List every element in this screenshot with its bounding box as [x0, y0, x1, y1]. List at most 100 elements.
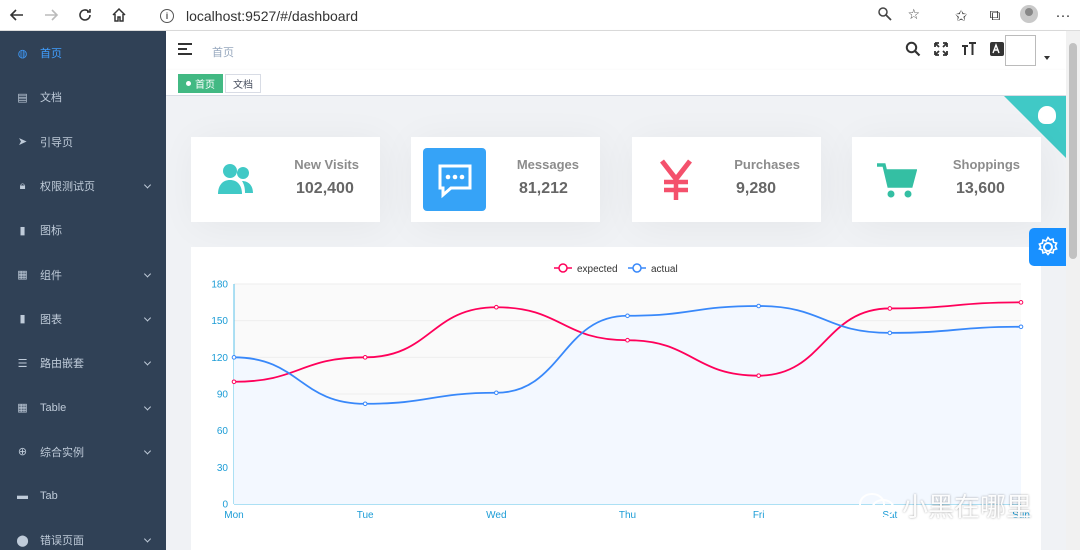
address-bar[interactable]: i localhost:9527/#/dashboard ☆: [150, 3, 930, 28]
data-point-actual: [494, 390, 499, 396]
search-icon[interactable]: [904, 40, 922, 58]
page-scrollbar[interactable]: [1066, 31, 1080, 550]
document-icon: ▤: [17, 91, 28, 104]
tags-view: 首页 文档: [166, 70, 1066, 96]
sidebar: ◍ 首页 ▤ 文档 ➤ 引导页 🔒︎ 权限测试页 ▮ 图标 ▦ 组件 ▮ 图表 ☰ 路由嵌套 ▦ Table ⊕ 综合…: [0, 31, 166, 550]
panel-label: Purchases: [734, 157, 800, 172]
data-point-expected: [756, 373, 761, 378]
chevron-down-icon: [143, 535, 152, 543]
navbar: 首页: [166, 31, 1066, 70]
settings-button[interactable]: [1029, 228, 1066, 266]
scrollbar-thumb[interactable]: [1069, 43, 1077, 259]
github-octocat-icon[interactable]: [1038, 106, 1056, 124]
star-icon[interactable]: ☆: [907, 6, 920, 22]
chevron-down-icon: [143, 402, 152, 411]
panel-label: Shoppings: [952, 157, 1020, 172]
panel-value: 102,400: [296, 180, 354, 197]
sidebar-item-5[interactable]: ▦ 组件: [0, 252, 166, 296]
sidebar-item-1[interactable]: ▤ 文档: [0, 75, 166, 119]
tag-dashboard[interactable]: 首页: [178, 74, 223, 93]
panel-new-visits[interactable]: New Visits 102,400: [191, 137, 380, 222]
sidebar-item-7[interactable]: ☰ 路由嵌套: [0, 341, 166, 385]
more-menu-icon[interactable]: ···: [1055, 7, 1071, 24]
sidebar-item-label: 文档: [40, 92, 62, 105]
sidebar-item-label: 首页: [40, 48, 62, 61]
panel-label: Messages: [516, 157, 579, 172]
404-icon: ⬤: [16, 534, 29, 547]
data-point-actual: [1018, 324, 1024, 330]
example-icon: ⊕: [17, 446, 28, 459]
language-icon[interactable]: [988, 40, 1006, 58]
chevron-down-icon: [143, 181, 152, 189]
dashboard-icon: ◍: [17, 47, 28, 60]
panel-purchases[interactable]: Purchases 9,280: [632, 137, 821, 222]
chevron-down-icon: [143, 270, 152, 278]
legend-label: actual: [651, 264, 678, 275]
sidebar-item-label: 引导页: [40, 136, 73, 149]
y-tick-label: 60: [217, 426, 229, 437]
peoples-icon: [203, 148, 266, 211]
sidebar-item-label: 图标: [40, 225, 62, 238]
data-point-expected: [887, 306, 893, 311]
legend-label: expected: [577, 264, 618, 275]
sidebar-item-6[interactable]: ▮ 图表: [0, 297, 166, 341]
caret-down-icon[interactable]: [1044, 56, 1050, 60]
size-icon[interactable]: [960, 40, 978, 58]
sidebar-item-3[interactable]: 🔒︎ 权限测试页: [0, 164, 166, 208]
sidebar-item-10[interactable]: ▬ Tab: [0, 474, 166, 518]
data-point-actual: [625, 313, 630, 319]
dashboard-main: New Visits 102,400 Messages 81,212 Purch…: [166, 96, 1066, 550]
x-tick-label: Tue: [357, 510, 374, 521]
x-tick-label: Sun: [1012, 510, 1030, 521]
collections-icon[interactable]: ⧉: [989, 7, 1001, 24]
browser-toolbar: i localhost:9527/#/dashboard ☆ ✩ ⧉ ···: [0, 0, 1080, 31]
panel-shoppings[interactable]: Shoppings 13,600: [852, 137, 1041, 222]
y-tick-label: 150: [211, 316, 228, 327]
back-icon[interactable]: [0, 0, 34, 31]
home-icon[interactable]: [102, 0, 136, 31]
y-tick-label: 30: [217, 463, 229, 474]
legend-marker: [632, 263, 642, 273]
panel-label: New Visits: [294, 157, 359, 172]
icon-icon: ▮: [19, 224, 26, 237]
sidebar-item-8[interactable]: ▦ Table: [0, 385, 166, 429]
sidebar-item-label: 图表: [40, 313, 62, 326]
key-search-icon[interactable]: [877, 6, 893, 25]
watermark: 小黑在哪里: [858, 487, 1032, 524]
reload-icon[interactable]: [68, 0, 102, 31]
chevron-down-icon: [143, 358, 152, 366]
data-point-expected: [494, 304, 499, 310]
y-tick-label: 180: [211, 280, 228, 291]
panel-messages[interactable]: Messages 81,212: [411, 137, 600, 222]
nested-icon: ☰: [17, 357, 28, 370]
fullscreen-icon[interactable]: [932, 40, 950, 58]
hamburger-icon[interactable]: [178, 43, 192, 55]
actual-area: [234, 306, 1021, 504]
url-text: localhost:9527/#/dashboard: [186, 7, 359, 24]
sidebar-item-0[interactable]: ◍ 首页: [0, 31, 166, 75]
data-point-actual: [231, 355, 237, 360]
sidebar-item-11[interactable]: ⬤ 错误页面: [0, 518, 166, 550]
table-icon: ▦: [17, 402, 28, 415]
sidebar-item-label: 组件: [40, 269, 62, 282]
sidebar-item-label: 权限测试页: [40, 181, 95, 194]
user-avatar[interactable]: [1005, 35, 1036, 66]
sidebar-item-4[interactable]: ▮ 图标: [0, 208, 166, 252]
data-point-actual: [887, 330, 893, 336]
panel-value: 9,280: [736, 180, 777, 197]
forward-icon[interactable]: [34, 0, 68, 31]
lock-icon: 🔒︎: [19, 179, 26, 192]
sidebar-item-9[interactable]: ⊕ 综合实例: [0, 430, 166, 474]
data-point-expected: [362, 355, 368, 360]
panel-value: 81,212: [519, 180, 568, 197]
chevron-down-icon: [143, 447, 152, 455]
tab-icon: ▬: [17, 490, 28, 503]
guide-icon: ➤: [17, 136, 28, 149]
favorites-icon[interactable]: ✩: [954, 7, 968, 25]
info-icon[interactable]: i: [160, 8, 174, 23]
profile-avatar[interactable]: [1012, 4, 1046, 27]
data-point-expected: [625, 337, 630, 343]
tag-documentation[interactable]: 文档: [225, 74, 261, 93]
sidebar-item-2[interactable]: ➤ 引导页: [0, 120, 166, 164]
data-point-actual: [362, 401, 368, 407]
